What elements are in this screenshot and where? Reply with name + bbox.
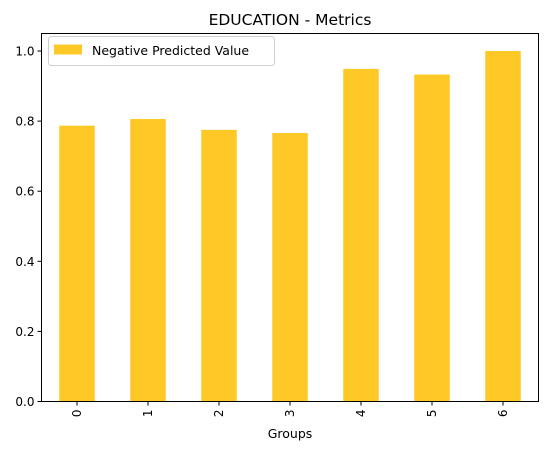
x-tick-label: 2 xyxy=(212,410,226,418)
plot-area xyxy=(59,51,521,402)
bar-6 xyxy=(485,51,521,402)
y-tick-label: 0.2 xyxy=(15,325,34,339)
y-tick-label: 0.6 xyxy=(15,185,34,199)
chart-title: EDUCATION - Metrics xyxy=(209,11,372,29)
bar-5 xyxy=(414,74,450,402)
x-axis-label: Groups xyxy=(268,426,313,441)
plot-frame xyxy=(41,33,539,402)
x-tick-label: 6 xyxy=(496,410,510,418)
x-tick-label: 1 xyxy=(141,410,155,418)
legend-frame xyxy=(48,36,275,66)
legend-label: Negative Predicted Value xyxy=(92,43,249,58)
bar-0 xyxy=(59,125,95,402)
bar-1 xyxy=(130,119,166,402)
legend: Negative Predicted Value xyxy=(48,36,275,66)
y-axis: 0.0 0.2 0.4 0.6 0.8 1.0 xyxy=(15,45,42,409)
y-tick-label: 0.8 xyxy=(15,115,34,129)
bar-3 xyxy=(272,133,308,402)
x-tick-label: 5 xyxy=(425,410,439,418)
y-tick-label: 0.4 xyxy=(15,255,34,269)
bar-4 xyxy=(343,68,379,402)
x-tick-label: 0 xyxy=(70,410,84,418)
legend-swatch xyxy=(54,44,82,55)
x-tick-label: 3 xyxy=(283,410,297,418)
y-tick-label: 0.0 xyxy=(15,395,34,409)
y-tick-label: 1.0 xyxy=(15,45,34,59)
x-axis: 0 1 2 3 4 5 6 xyxy=(70,401,510,418)
x-tick-label: 4 xyxy=(354,410,368,418)
bar-2 xyxy=(201,129,237,402)
